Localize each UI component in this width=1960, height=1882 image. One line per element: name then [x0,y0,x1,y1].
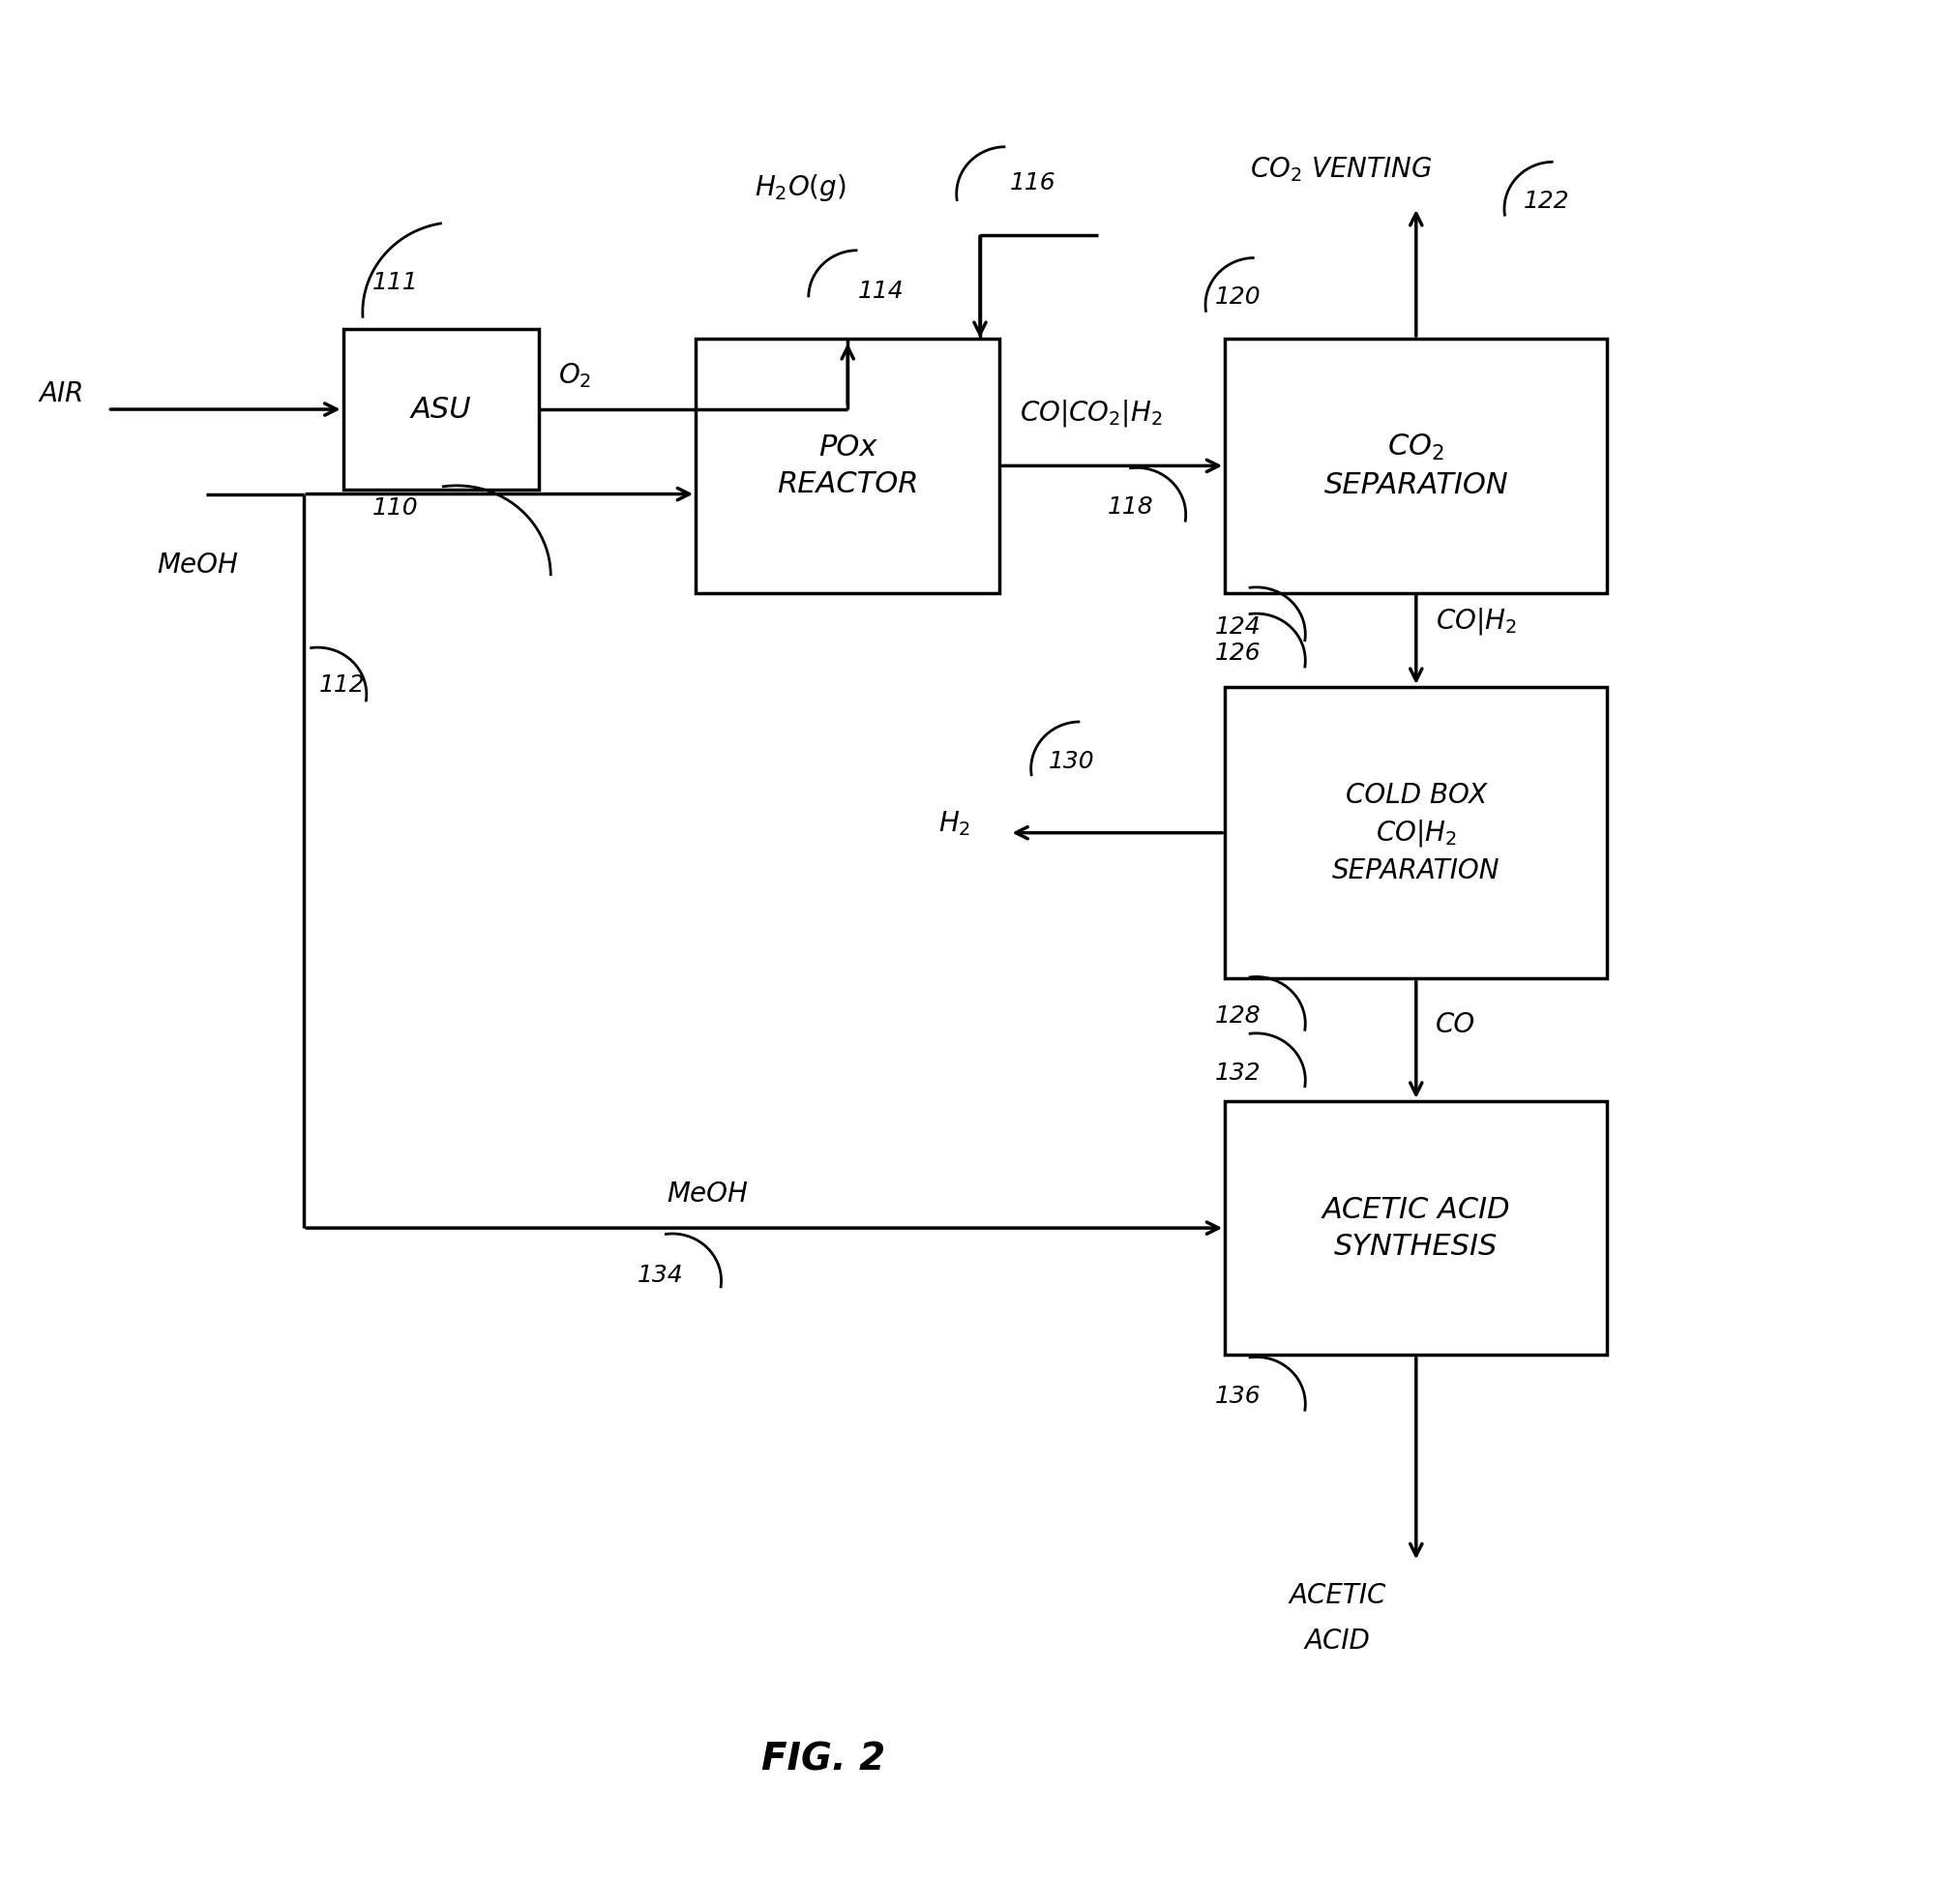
Text: 112: 112 [319,674,367,696]
Text: ASU: ASU [412,395,470,423]
Text: 110: 110 [372,497,419,519]
Text: AIR: AIR [39,380,84,408]
Text: FIG. 2: FIG. 2 [760,1741,886,1778]
Text: 128: 128 [1215,1005,1262,1028]
Text: $H_2$: $H_2$ [939,809,970,837]
Text: 118: 118 [1107,495,1154,519]
Text: $CO_2$ VENTING: $CO_2$ VENTING [1250,154,1433,184]
Text: $H_2O(g)$: $H_2O(g)$ [755,173,847,203]
FancyBboxPatch shape [696,339,1000,593]
Text: 111: 111 [372,271,419,294]
FancyBboxPatch shape [343,329,539,489]
Text: MeOH: MeOH [666,1180,747,1208]
Text: 120: 120 [1215,286,1262,309]
Text: 136: 136 [1215,1385,1262,1408]
FancyBboxPatch shape [1225,1101,1607,1355]
Text: $CO|H_2$: $CO|H_2$ [1435,606,1517,636]
Text: 134: 134 [637,1263,684,1287]
Text: $CO_2$
SEPARATION: $CO_2$ SEPARATION [1323,433,1509,499]
Text: MeOH: MeOH [157,551,237,578]
FancyBboxPatch shape [1225,339,1607,593]
Text: 132: 132 [1215,1061,1262,1084]
Text: $CO|CO_2|H_2$: $CO|CO_2|H_2$ [1019,397,1162,429]
Text: 126: 126 [1215,642,1262,664]
Text: 124: 124 [1215,615,1262,638]
Text: COLD BOX
$CO|H_2$
SEPARATION: COLD BOX $CO|H_2$ SEPARATION [1333,781,1499,885]
Text: 114: 114 [857,280,904,303]
Text: POx
REACTOR: POx REACTOR [776,433,919,499]
Text: CO: CO [1435,1011,1476,1039]
Text: ACID: ACID [1305,1628,1370,1654]
FancyBboxPatch shape [1225,687,1607,979]
Text: 116: 116 [1009,171,1056,194]
Text: 122: 122 [1525,190,1570,213]
Text: ACETIC: ACETIC [1290,1583,1386,1609]
Text: ACETIC ACID
SYNTHESIS: ACETIC ACID SYNTHESIS [1321,1195,1511,1261]
Text: 130: 130 [1049,749,1096,774]
Text: $O_2$: $O_2$ [559,361,592,390]
